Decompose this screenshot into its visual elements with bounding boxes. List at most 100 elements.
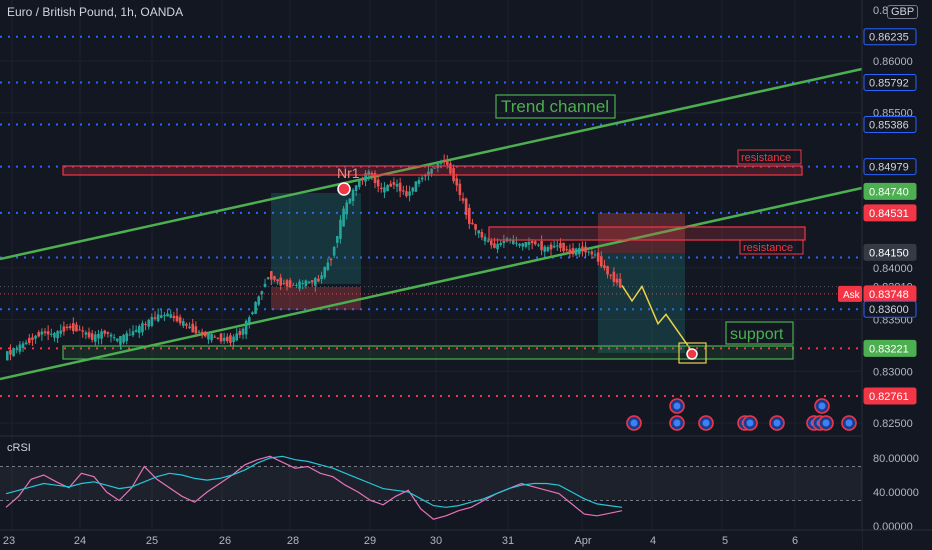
candle-body [383,187,386,193]
candle-body [248,317,251,323]
oscillator-axis[interactable]: 80.00000 40.00000 0.00000 [863,437,932,533]
flag-icon [630,419,638,427]
short-position-profit-zone[interactable] [598,253,685,353]
candle-body [163,315,166,317]
candle-body [197,331,201,333]
candle-body [490,240,493,246]
price-label-tag[interactable] [863,243,917,261]
candle-body [527,242,531,245]
candle-body [408,191,411,196]
candle-body [398,182,402,192]
candle-body [559,242,562,249]
candle-body [518,243,521,246]
resistance-label-lower-box [739,239,804,255]
price-label-tag[interactable] [863,300,917,318]
price-tick-label: 0.8 [873,5,888,17]
candle-body [615,278,619,283]
candle-body [40,331,44,335]
price-label-tag[interactable] [863,74,917,92]
candle-body [295,284,298,286]
price-label-tag[interactable] [863,182,917,200]
channel-lower-line[interactable] [0,186,863,381]
candle-body [446,160,449,165]
candle-body [31,337,34,340]
candle-body [292,284,295,286]
candle-body [188,326,191,328]
candle-body [402,190,405,192]
candle-body [279,277,283,286]
candle-body [153,317,157,319]
candle-body [483,236,487,242]
candle-body [257,296,261,305]
channel-upper-line[interactable] [0,67,863,261]
candle-body [87,332,91,338]
short-position-loss-zone[interactable] [598,213,685,253]
target-icon-nr1[interactable] [337,182,351,196]
candle-body [345,202,349,215]
candle-body [100,331,103,339]
time-tick-label: 26 [219,535,231,547]
candle-body [219,333,223,342]
candle-body [119,336,122,345]
candle-body [386,185,389,192]
ask-tag[interactable] [838,285,862,302]
candle-body [581,246,584,252]
candle-body [263,283,267,288]
price-label-tag[interactable] [863,116,917,134]
candle-body [361,179,364,181]
candle-body [169,314,173,318]
trend-channel [0,67,863,381]
candle-body [103,330,107,334]
candle-body [53,333,56,338]
candle-body [207,333,210,340]
resistance-box-lower[interactable] [488,226,806,241]
ask-tag-label: Ask [843,290,861,301]
support-label: support [730,326,784,343]
candle-body [141,323,144,333]
candle-body [430,168,433,174]
candle-body [530,241,534,244]
price-label-tag[interactable] [863,387,917,405]
symbol-title[interactable]: Euro / British Pound, 1h, OANDA [7,5,184,19]
support-box[interactable] [62,345,794,360]
target-icon-support[interactable] [686,348,698,360]
candle-body [546,247,550,252]
candle-body [28,337,31,343]
price-label-tag[interactable] [863,158,917,176]
candle-body [56,331,59,339]
candle-body [609,274,613,276]
candle-body [178,317,182,324]
time-tick-label: 25 [146,535,158,547]
oscillator-title[interactable]: cRSI [7,442,31,454]
candle-body [138,326,141,333]
price-label-tag[interactable] [863,204,917,222]
candle-body [449,163,452,174]
candle-body [562,242,565,252]
candle-body [109,334,113,337]
candle-body [593,254,597,256]
price-axis[interactable]: 0.860000.855000.840000.835000.830000.825… [838,0,932,550]
candle-body [134,329,138,332]
candle-body [458,183,462,196]
candle-body [59,330,63,334]
projected-path[interactable] [621,284,691,349]
price-label-tag[interactable] [863,28,917,46]
currency-badge[interactable]: GBP [887,5,919,19]
resistance-box-upper[interactable] [62,165,803,176]
candle-body [266,277,270,279]
candle-body [226,336,229,342]
candle-body [348,198,352,204]
candle-body [370,172,374,176]
long-position-loss-zone[interactable] [271,287,361,310]
candle-body [34,335,37,339]
candle-body [367,171,371,176]
time-axis[interactable]: 23 24 25 26 28 29 30 31 Apr 4 5 6 [0,529,932,550]
price-label-tag[interactable] [863,339,917,357]
time-tick-label: 28 [287,535,299,547]
candle-body [471,222,474,225]
crsi-oscillator [0,455,862,520]
candle-body [320,275,323,280]
candle-body [464,198,468,215]
osc-tick-label: 0.00000 [873,521,913,533]
